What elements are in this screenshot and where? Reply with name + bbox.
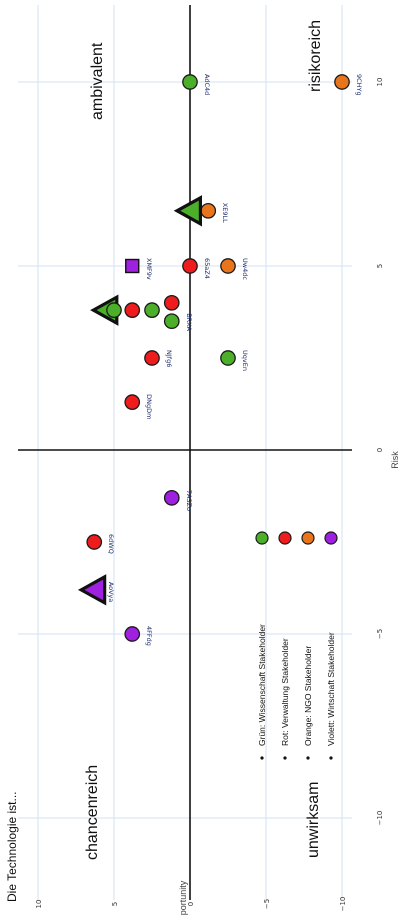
legend-marker (301, 531, 315, 545)
point-triangle-AoVya (77, 574, 107, 606)
point-4FFdg (124, 626, 141, 642)
legend-marker (255, 531, 269, 545)
point-label: DNgDm (145, 394, 153, 419)
point-Uw4dc (220, 258, 236, 274)
point-9 (124, 302, 141, 319)
point-9CHYg (334, 74, 350, 90)
point-6dWQ (86, 534, 103, 550)
point-square-XMF9v (125, 258, 140, 274)
y-tick-label: 10 (35, 900, 43, 909)
point-DNgDm (124, 394, 141, 411)
point-label: 9CHYg (355, 74, 363, 96)
quadrant-label-ambivalent: ambivalent (89, 42, 106, 120)
point-label: 4FFdg (145, 626, 153, 646)
y-tick-label: 5 (111, 902, 119, 906)
point-8 (106, 302, 122, 319)
point-label: 7ASZo (185, 490, 193, 511)
x-tick-label: 5 (376, 264, 384, 268)
point-label: AdC4d (203, 74, 211, 95)
quadrant-label-risikoreich: risikoreich (307, 20, 324, 92)
point-NJfg6 (144, 350, 160, 366)
grid-lines (18, 5, 352, 900)
point-label: NJfg6 (165, 350, 173, 367)
y-tick-label: −5 (263, 899, 271, 909)
x-tick-label: −10 (376, 811, 384, 826)
quadrant-label-unwirksam: unwirksam (305, 782, 322, 858)
point-label: AoVya (107, 582, 115, 602)
legend: Grün: Wissenschaft Stakeholder Rot: Verwa… (255, 531, 338, 760)
y-axis-label: Opportunity (178, 880, 188, 915)
point-11 (163, 294, 180, 311)
chart-title: Die Technologie ist... (5, 791, 19, 902)
legend-bullet (329, 756, 333, 760)
y-tick-label: 0 (187, 902, 195, 906)
legend-label: Grün: Wissenschaft Stakeholder (257, 624, 267, 746)
legend-bullet (260, 756, 264, 760)
x-tick-label: −5 (376, 629, 384, 639)
point-BRXA (163, 313, 180, 330)
point-XE9LL (200, 202, 217, 219)
point-label: XMF9v (145, 258, 153, 280)
point-label: 65aZ4 (203, 258, 211, 279)
x-axis-label: Risk (390, 451, 400, 469)
quadrant-label-chancenreich: chancenreich (84, 765, 101, 860)
point-65aZ4 (182, 258, 198, 274)
point-label: Uw4dc (241, 258, 249, 280)
point-label: UqvEn (241, 350, 249, 371)
legend-label: Orange: NGO Stakeholder (303, 646, 313, 746)
data-points: AdC4d9CHYgXE9LLXMF9v65aZ4Uw4dc4BRXANJfg6… (77, 74, 363, 646)
legend-marker (278, 531, 292, 545)
legend-label: Violett: Wirtschaft Stakeholder (326, 632, 336, 746)
axes (18, 5, 352, 900)
y-tick-label: −10 (339, 897, 347, 912)
legend-marker (324, 531, 338, 545)
point-triangle-3 (173, 195, 202, 227)
legend-label: Rot: Verwaltung Stakeholder (280, 638, 290, 746)
legend-bullet (306, 756, 310, 760)
x-tick-label: 10 (376, 78, 384, 87)
x-tick-label: 0 (376, 448, 384, 452)
tick-labels: −10 −5 0 5 10 −10 −5 0 5 10 (35, 78, 384, 912)
point-4 (144, 302, 160, 319)
point-AdC4d (182, 74, 198, 90)
point-7ASZo (163, 489, 180, 506)
point-label: XE9LL (221, 203, 229, 223)
point-label: 6dWQ (107, 534, 115, 554)
point-label: BRXA (185, 313, 193, 331)
legend-bullet (283, 756, 287, 760)
point-UqvEn (220, 350, 236, 366)
